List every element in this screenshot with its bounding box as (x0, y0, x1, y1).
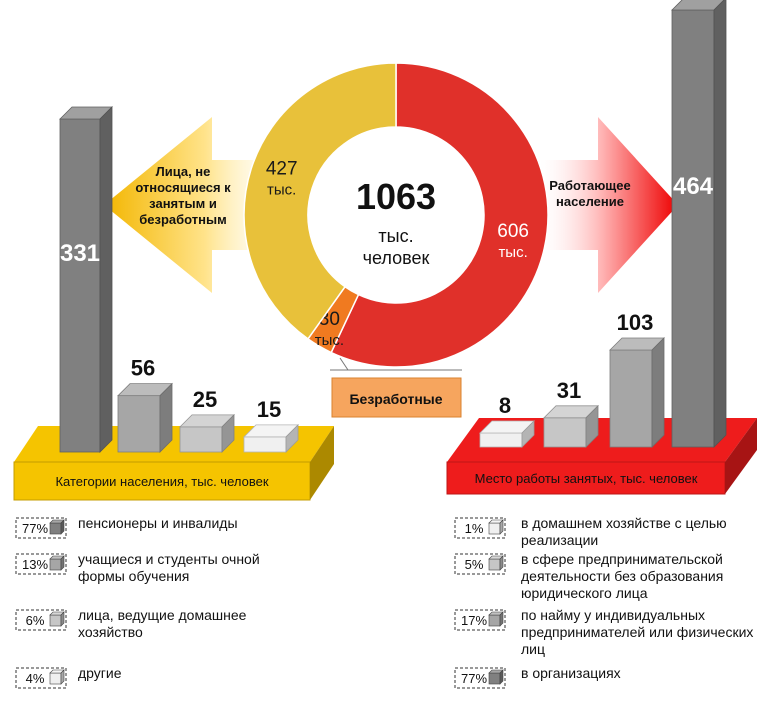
bar-front (243, 436, 287, 453)
bar-front (609, 349, 653, 448)
bar-value-label: 15 (257, 397, 281, 422)
right-bar-chart: Место работы занятых, тыс. человек 8 31 103… (446, 0, 757, 495)
legend-category-label: в сфере предпринимательской деятельности… (521, 551, 724, 601)
donut-slice (243, 62, 397, 340)
donut-slice-value: 427 (266, 159, 298, 180)
bar-side (713, 0, 727, 448)
legend-percent: 6% (26, 613, 45, 628)
bar-front (671, 9, 715, 448)
legend-cube-side-icon (60, 519, 65, 535)
platform-side (725, 418, 757, 494)
arrows-layer (104, 117, 678, 293)
legend-cube-side-icon (499, 611, 504, 627)
bar-front (179, 426, 223, 453)
donut-slice-value: 606 (497, 221, 529, 242)
bar-front (543, 417, 587, 448)
legend-cube-side-icon (60, 611, 65, 627)
legend-cube-icon (488, 558, 501, 571)
bar-side (285, 423, 299, 453)
donut-center-unit-1: тыс. (378, 226, 413, 246)
bar-value-label: 8 (499, 393, 511, 418)
legend-category-label: лица, ведущие домашнее хозяйство (78, 607, 247, 640)
bar-side (521, 420, 535, 448)
bar-value-label: 31 (557, 378, 581, 403)
legend-percent: 17% (461, 613, 487, 628)
legend-cube-icon (49, 558, 62, 571)
donut-slice-unit: тыс. (315, 332, 344, 349)
legend-percent: 77% (22, 521, 48, 536)
legend-cube-icon (49, 522, 62, 535)
bar-front (59, 118, 101, 453)
legend-cube-side-icon (60, 669, 65, 685)
legend-percent: 77% (461, 671, 487, 686)
legend-category-label: по найму у индивидуальных предпринимател… (521, 607, 754, 657)
unemployed-connector (339, 357, 349, 371)
right-callout-label: Работающее население (549, 178, 631, 209)
legend-cube-icon (488, 614, 501, 627)
left-arrow (104, 117, 272, 293)
legend-cube-side-icon (499, 555, 504, 571)
donut-slice-unit: тыс. (267, 182, 296, 199)
bar-value-label: 464 (673, 173, 714, 200)
legend-cube-side-icon (60, 555, 65, 571)
legend-category-label: в домашнем хозяйстве с целью реализации (521, 515, 727, 548)
donut-hole (309, 128, 483, 302)
donut-center-unit-2: человек (363, 248, 430, 268)
right-arrow (540, 117, 678, 293)
donut-slice-unit: тыс. (498, 244, 527, 261)
bar-value-label: 331 (60, 240, 100, 267)
legend-cube-icon (49, 672, 62, 685)
bar-side (221, 413, 235, 453)
legend-percent: 1% (465, 521, 484, 536)
bar-side (159, 382, 173, 453)
legend-category-label: в организациях (521, 665, 621, 681)
platform-side (310, 426, 334, 500)
left-callout-label: Лица, не относящиеся к занятым и безрабо… (135, 164, 231, 227)
left-bar-chart: Категории населения, тыс. человек 331 56 25… (13, 106, 334, 501)
donut-center-total: 1063 (356, 176, 436, 217)
bar-top (671, 0, 725, 11)
platform-title: Место работы занятых, тыс. человек (475, 471, 698, 486)
legend-cube-side-icon (499, 519, 504, 535)
platform-title: Категории населения, тыс. человек (55, 474, 268, 489)
bar-value-label: 103 (617, 310, 654, 335)
unemployed-label: Безработные (349, 391, 442, 407)
legend-icons: 77% 13% 6% 4% 1% 5% 17% 77% (15, 517, 506, 689)
legend-percent: 4% (26, 671, 45, 686)
platform-front (446, 461, 726, 495)
bar-side (585, 404, 599, 448)
bar-side (99, 106, 113, 453)
bar-side (651, 337, 665, 448)
donut-slice (330, 62, 549, 368)
legend-category-label: пенсионеры и инвалиды (78, 515, 238, 531)
legend-cube-icon (49, 614, 62, 627)
bar-front (117, 395, 161, 453)
legend-category-label: другие (78, 665, 122, 681)
bar-value-label: 25 (193, 387, 217, 412)
legend-percent: 13% (22, 557, 48, 572)
legend-percent: 5% (465, 557, 484, 572)
legend-cube-icon (488, 672, 501, 685)
legend-cube-icon (488, 522, 501, 535)
bar-value-label: 56 (131, 356, 155, 381)
legend-cube-side-icon (499, 669, 504, 685)
unemployed-box (331, 377, 462, 418)
legend-category-label: учащиеся и студенты очной формы обучения (78, 551, 260, 584)
bar-front (479, 432, 523, 448)
